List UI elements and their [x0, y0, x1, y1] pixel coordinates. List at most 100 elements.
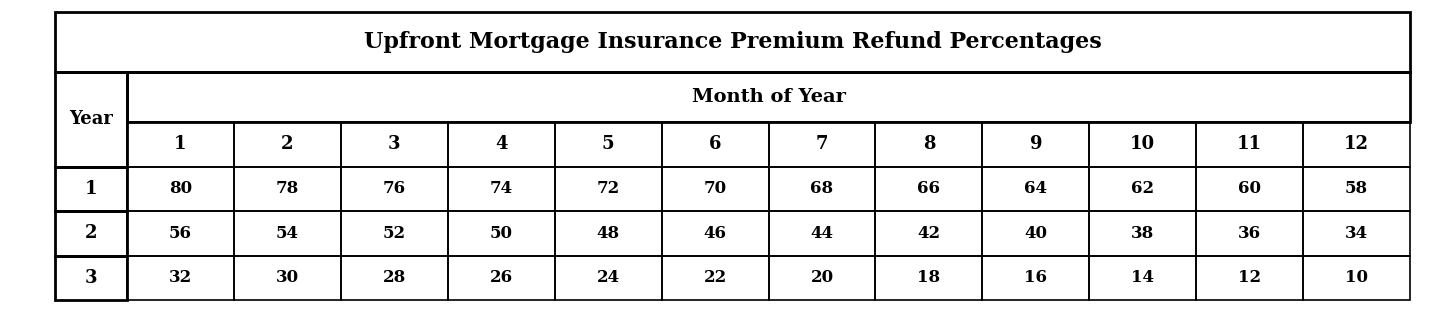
Text: 7: 7	[815, 135, 828, 154]
Text: 10: 10	[1345, 269, 1368, 286]
Text: 74: 74	[490, 180, 513, 197]
Bar	[341, 167, 448, 211]
Text: 3: 3	[85, 269, 98, 287]
Text: 1: 1	[174, 135, 187, 154]
Text: 11: 11	[1237, 135, 1261, 154]
Bar	[448, 167, 554, 211]
Bar	[127, 72, 1410, 122]
Text: 2: 2	[281, 135, 294, 154]
Text: 5: 5	[602, 135, 615, 154]
Text: 72: 72	[596, 180, 619, 197]
Bar	[554, 122, 661, 167]
Bar	[876, 256, 982, 300]
Bar	[55, 72, 127, 167]
Text: 20: 20	[811, 269, 834, 286]
Text: 58: 58	[1345, 180, 1368, 197]
Text: 8: 8	[923, 135, 935, 154]
Text: 26: 26	[490, 269, 513, 286]
Bar	[127, 256, 233, 300]
Bar	[55, 167, 127, 211]
Text: 32: 32	[168, 269, 192, 286]
Text: 4: 4	[495, 135, 507, 154]
Text: 9: 9	[1030, 135, 1043, 154]
Bar	[1303, 211, 1410, 256]
Text: 66: 66	[917, 180, 940, 197]
Text: 34: 34	[1345, 225, 1368, 242]
Text: 48: 48	[596, 225, 619, 242]
Bar	[769, 167, 876, 211]
Text: 78: 78	[275, 180, 300, 197]
Bar	[233, 211, 341, 256]
Text: 80: 80	[168, 180, 192, 197]
Bar	[448, 211, 554, 256]
Bar	[1197, 211, 1303, 256]
Text: 40: 40	[1024, 225, 1047, 242]
Bar	[233, 122, 341, 167]
Text: Month of Year: Month of Year	[691, 88, 845, 106]
Text: 36: 36	[1238, 225, 1261, 242]
Bar	[233, 167, 341, 211]
Text: 1: 1	[85, 180, 98, 198]
Text: 44: 44	[811, 225, 834, 242]
Bar	[1197, 122, 1303, 167]
Bar	[127, 122, 233, 167]
Bar	[661, 211, 769, 256]
Bar	[661, 167, 769, 211]
Text: 18: 18	[917, 269, 940, 286]
Bar	[55, 211, 127, 256]
Bar	[1197, 256, 1303, 300]
Text: Year: Year	[69, 110, 112, 128]
Text: 52: 52	[383, 225, 406, 242]
Bar	[55, 12, 1410, 72]
Bar	[554, 256, 661, 300]
Bar	[982, 211, 1089, 256]
Text: 76: 76	[383, 180, 406, 197]
Text: 54: 54	[276, 225, 300, 242]
Text: 64: 64	[1024, 180, 1047, 197]
Text: 28: 28	[383, 269, 406, 286]
Text: 6: 6	[708, 135, 721, 154]
Bar	[1089, 256, 1197, 300]
Bar	[769, 211, 876, 256]
Text: 22: 22	[703, 269, 727, 286]
Bar	[769, 256, 876, 300]
Text: 30: 30	[276, 269, 300, 286]
Text: 42: 42	[917, 225, 940, 242]
Text: 70: 70	[704, 180, 727, 197]
Text: 46: 46	[704, 225, 727, 242]
Text: 24: 24	[596, 269, 619, 286]
Bar	[448, 256, 554, 300]
Bar	[341, 122, 448, 167]
Text: 50: 50	[490, 225, 513, 242]
Bar	[661, 256, 769, 300]
Bar	[233, 256, 341, 300]
Bar	[876, 211, 982, 256]
Bar	[1089, 211, 1197, 256]
Text: 2: 2	[85, 224, 98, 242]
Bar	[769, 122, 876, 167]
Bar	[982, 256, 1089, 300]
Text: 12: 12	[1344, 135, 1369, 154]
Bar	[55, 256, 127, 300]
Bar	[448, 122, 554, 167]
Bar	[876, 122, 982, 167]
Bar	[341, 256, 448, 300]
Text: 10: 10	[1130, 135, 1155, 154]
Bar	[982, 167, 1089, 211]
Text: 12: 12	[1238, 269, 1261, 286]
Text: 68: 68	[811, 180, 834, 197]
Bar	[1303, 256, 1410, 300]
Text: 38: 38	[1130, 225, 1155, 242]
Bar	[982, 122, 1089, 167]
Text: 60: 60	[1238, 180, 1261, 197]
Text: 16: 16	[1024, 269, 1047, 286]
Bar	[1303, 122, 1410, 167]
Bar	[1089, 167, 1197, 211]
Text: Upfront Mortgage Insurance Premium Refund Percentages: Upfront Mortgage Insurance Premium Refun…	[364, 31, 1102, 53]
Bar	[661, 122, 769, 167]
Bar	[1303, 167, 1410, 211]
Bar	[127, 167, 233, 211]
Bar	[127, 211, 233, 256]
Bar	[554, 211, 661, 256]
Text: 62: 62	[1132, 180, 1155, 197]
